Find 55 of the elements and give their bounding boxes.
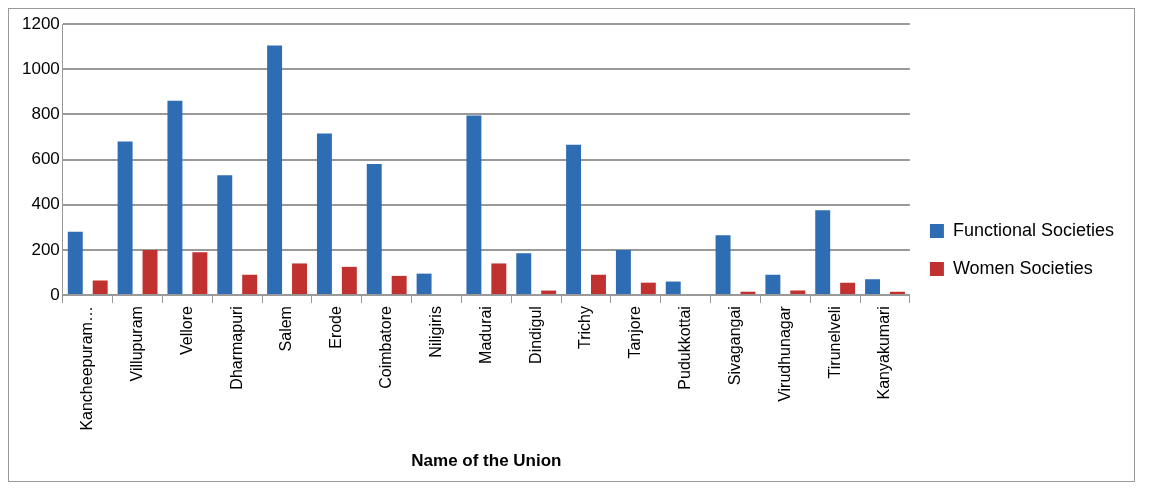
y-tick-label: 1200: [21, 13, 60, 33]
bar: [366, 164, 382, 295]
x-tick-label: Tanjore: [626, 305, 644, 359]
x-tick-label: Sivagangai: [725, 306, 743, 386]
legend-label: Women Societies: [952, 257, 1093, 278]
legend-label: Functional Societies: [952, 219, 1115, 240]
bar: [242, 274, 258, 295]
bar: [765, 274, 781, 295]
bar: [815, 210, 831, 295]
bar: [591, 274, 606, 295]
x-tick-label: Villupuram: [127, 306, 145, 382]
bar: [566, 144, 582, 295]
bar: [316, 133, 332, 295]
bar: [840, 282, 856, 295]
bar: [192, 252, 208, 295]
y-tick-label: 400: [31, 194, 60, 214]
y-tick-label: 600: [31, 149, 60, 169]
x-tick-label: Niligiris: [426, 306, 444, 358]
x-tick-label: Madurai: [476, 306, 494, 364]
x-tick-label: Kanyakumari: [875, 306, 893, 400]
bar: [142, 249, 158, 295]
bar: [217, 175, 233, 295]
x-tick-label: Dindigul: [526, 306, 544, 364]
x-tick-label: Tirunelveli: [825, 306, 843, 379]
x-tick-label: Kancheepuram…: [78, 306, 96, 431]
y-tick-label: 0: [50, 284, 60, 304]
bar: [391, 275, 407, 295]
bar: [466, 115, 482, 295]
bar: [292, 263, 307, 295]
bar: [665, 281, 681, 295]
x-tick-label: Virudhunagar: [775, 305, 793, 402]
x-tick-label: Coimbatore: [377, 305, 395, 389]
bar: [640, 282, 656, 295]
y-tick-label: 1000: [21, 58, 60, 78]
bar: [167, 100, 183, 295]
x-tick-label: Dharmapuri: [227, 306, 245, 390]
x-tick-label: Trichy: [576, 306, 594, 350]
bar: [267, 45, 283, 295]
bar: [92, 280, 108, 295]
bar: [117, 141, 133, 295]
bar: [491, 263, 507, 295]
x-tick-label: Vellore: [177, 305, 195, 356]
y-tick-label: 800: [31, 104, 60, 124]
bar: [516, 253, 532, 295]
bar: [341, 266, 357, 295]
bar: [865, 279, 881, 295]
bar: [715, 235, 731, 295]
x-tick-label: Salem: [277, 306, 295, 352]
x-tick-label: Pudukkottai: [676, 306, 694, 390]
y-tick-label: 200: [31, 239, 60, 259]
bar: [615, 249, 631, 295]
bar: [416, 273, 432, 295]
bar: [67, 231, 83, 295]
x-tick-label: Erode: [327, 305, 345, 349]
x-axis-title: Name of the Union: [411, 451, 562, 471]
